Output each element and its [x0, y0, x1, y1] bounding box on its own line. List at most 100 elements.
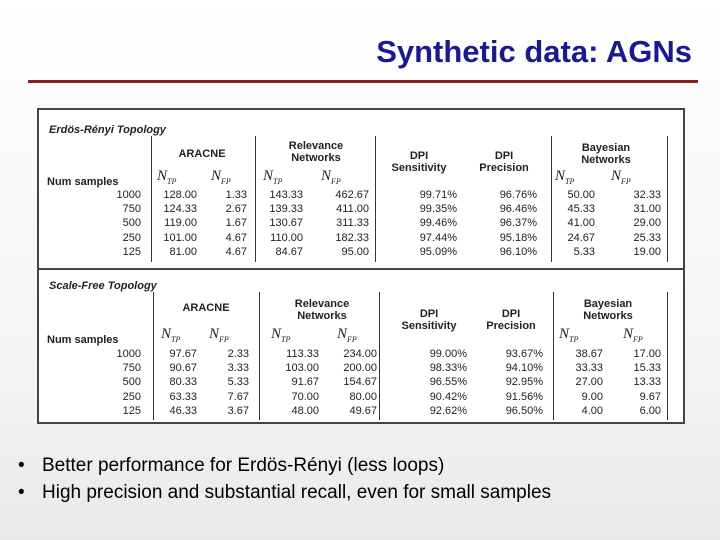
dpi-precision-column: 93.67% 94.10% 92.95% 91.56% 96.50%: [465, 347, 543, 418]
relevance-nfp-column: 234.00 200.00 154.67 80.00 49.67: [323, 347, 377, 418]
table-cell: 49.67: [349, 404, 377, 417]
table-cell: 462.67: [335, 189, 369, 201]
table-cell: 103.00: [285, 362, 319, 375]
table-cell: 5.33: [573, 245, 595, 258]
table-cell: 99.46%: [419, 217, 457, 230]
bayesian-ntp-label: NTP: [559, 326, 579, 344]
table-cell: 96.50%: [505, 404, 543, 417]
table-cell: 4.67: [225, 245, 247, 258]
bayesian-nfp-label: NFP: [623, 326, 643, 344]
table-cell: 99.35%: [419, 203, 457, 216]
table-cell: 19.00: [633, 245, 661, 258]
table-cell: 92.95%: [505, 376, 543, 389]
relevance-ntp-label: NTP: [263, 168, 283, 186]
table-cell: 750: [122, 362, 141, 375]
table-cell: 250: [122, 231, 141, 244]
column-divider: [151, 136, 152, 262]
table-cell: 41.00: [567, 217, 595, 230]
table-cell: 250: [122, 390, 141, 403]
table-cell: 70.00: [291, 390, 319, 403]
table-heading: Scale-Free Topology: [49, 280, 157, 292]
bullet-text: Better performance for Erdös-Rényi (less…: [42, 455, 445, 476]
table-cell: 91.56%: [505, 390, 543, 403]
table-cell: 4.67: [225, 231, 247, 244]
table-cell: 45.33: [567, 203, 595, 216]
column-divider: [375, 136, 376, 262]
table-cell: 80.33: [169, 376, 197, 389]
list-item: • Better performance for Erdös-Rényi (les…: [18, 452, 708, 479]
table-cell: 98.33%: [429, 362, 467, 375]
column-divider: [553, 292, 554, 420]
bayesian-header: Bayesian Networks: [581, 142, 631, 166]
table-cell: 750: [122, 203, 141, 216]
aracne-nfp-label: NFP: [211, 168, 231, 186]
dpi-sensitivity-header: DPI Sensitivity: [391, 150, 447, 174]
aracne-ntp-label: NTP: [161, 326, 181, 344]
table-cell: 411.00: [336, 203, 369, 216]
table-cell: 182.33: [335, 231, 369, 244]
aracne-ntp-column: 97.67 90.67 80.33 63.33 46.33: [151, 347, 197, 418]
column-divider: [667, 136, 668, 262]
table-cell: 25.33: [633, 231, 661, 244]
relevance-ntp-column: 113.33 103.00 91.67 70.00 48.00: [267, 347, 319, 418]
table-cell: 9.00: [581, 390, 603, 403]
title-divider: [28, 80, 698, 83]
table-cell: 94.10%: [505, 362, 543, 375]
table-cell: 99.00%: [429, 348, 467, 360]
num-samples-header: Num samples: [47, 334, 119, 346]
table-cell: 143.33: [269, 189, 303, 201]
column-divider: [551, 136, 552, 262]
table-cell: 80.00: [349, 390, 377, 403]
table-cell: 1.67: [225, 217, 247, 230]
table-cell: 92.62%: [429, 404, 467, 417]
aracne-nfp-column: 2.33 3.33 5.33 7.67 3.67: [205, 347, 249, 418]
table-cell: 4.00: [581, 404, 603, 417]
relevance-ntp-column: 143.33 139.33 130.67 110.00 84.67: [255, 188, 303, 259]
table-cell: 1000: [116, 189, 141, 201]
table-cell: 29.00: [633, 217, 661, 230]
table-cell: 125: [122, 245, 141, 258]
table-heading: Erdös-Rényi Topology: [49, 124, 166, 136]
bullet-text: High precision and substantial recall, e…: [42, 482, 552, 503]
scale-free-table: Scale-Free Topology ARACNE Relevance Net…: [39, 270, 683, 424]
table-cell: 311.33: [336, 217, 369, 230]
table-cell: 96.55%: [429, 376, 467, 389]
dpi-precision-column: 96.76% 96.46% 96.37% 95.18% 96.10%: [459, 188, 537, 259]
aracne-ntp-column: 128.00 124.33 119.00 101.00 81.00: [151, 188, 197, 259]
table-cell: 139.33: [269, 203, 303, 216]
column-divider: [255, 136, 256, 262]
table-cell: 48.00: [291, 404, 319, 417]
table-cell: 15.33: [633, 362, 661, 375]
table-cell: 1.33: [225, 189, 247, 201]
table-cell: 154.67: [343, 376, 377, 389]
table-cell: 50.00: [567, 189, 595, 201]
table-cell: 46.33: [169, 404, 197, 417]
table-cell: 125: [122, 404, 141, 417]
table-cell: 2.67: [225, 203, 247, 216]
relevance-nfp-label: NFP: [321, 168, 341, 186]
table-cell: 1000: [116, 348, 141, 360]
table-cell: 81.00: [169, 245, 197, 258]
table-cell: 38.67: [575, 348, 603, 360]
bayesian-nfp-column: 17.00 15.33 13.33 9.67 6.00: [607, 347, 661, 418]
dpi-precision-header: DPI Precision: [486, 308, 536, 332]
table-cell: 93.67%: [505, 348, 543, 360]
slide-title: Synthetic data: AGNs: [376, 34, 692, 69]
table-cell: 113.33: [286, 348, 319, 360]
erdos-renyi-table: Erdös-Rényi Topology ARACNE Relevance Ne…: [39, 110, 683, 270]
bayesian-nfp-column: 32.33 31.00 29.00 25.33 19.00: [605, 188, 661, 259]
table-cell: 128.00: [163, 189, 197, 201]
table-cell: 99.71%: [419, 189, 457, 201]
table-cell: 33.33: [575, 362, 603, 375]
bayesian-ntp-label: NTP: [555, 168, 575, 186]
table-cell: 96.37%: [499, 217, 537, 230]
table-cell: 24.67: [567, 231, 595, 244]
list-item: • High precision and substantial recall, …: [18, 479, 708, 506]
table-cell: 3.33: [227, 362, 249, 375]
table-cell: 200.00: [343, 362, 377, 375]
relevance-header: Relevance Networks: [288, 140, 344, 164]
table-cell: 500: [122, 217, 141, 230]
table-cell: 2.33: [227, 348, 249, 360]
relevance-nfp-column: 462.67 411.00 311.33 182.33 95.00: [311, 188, 369, 259]
table-cell: 119.00: [164, 217, 197, 230]
